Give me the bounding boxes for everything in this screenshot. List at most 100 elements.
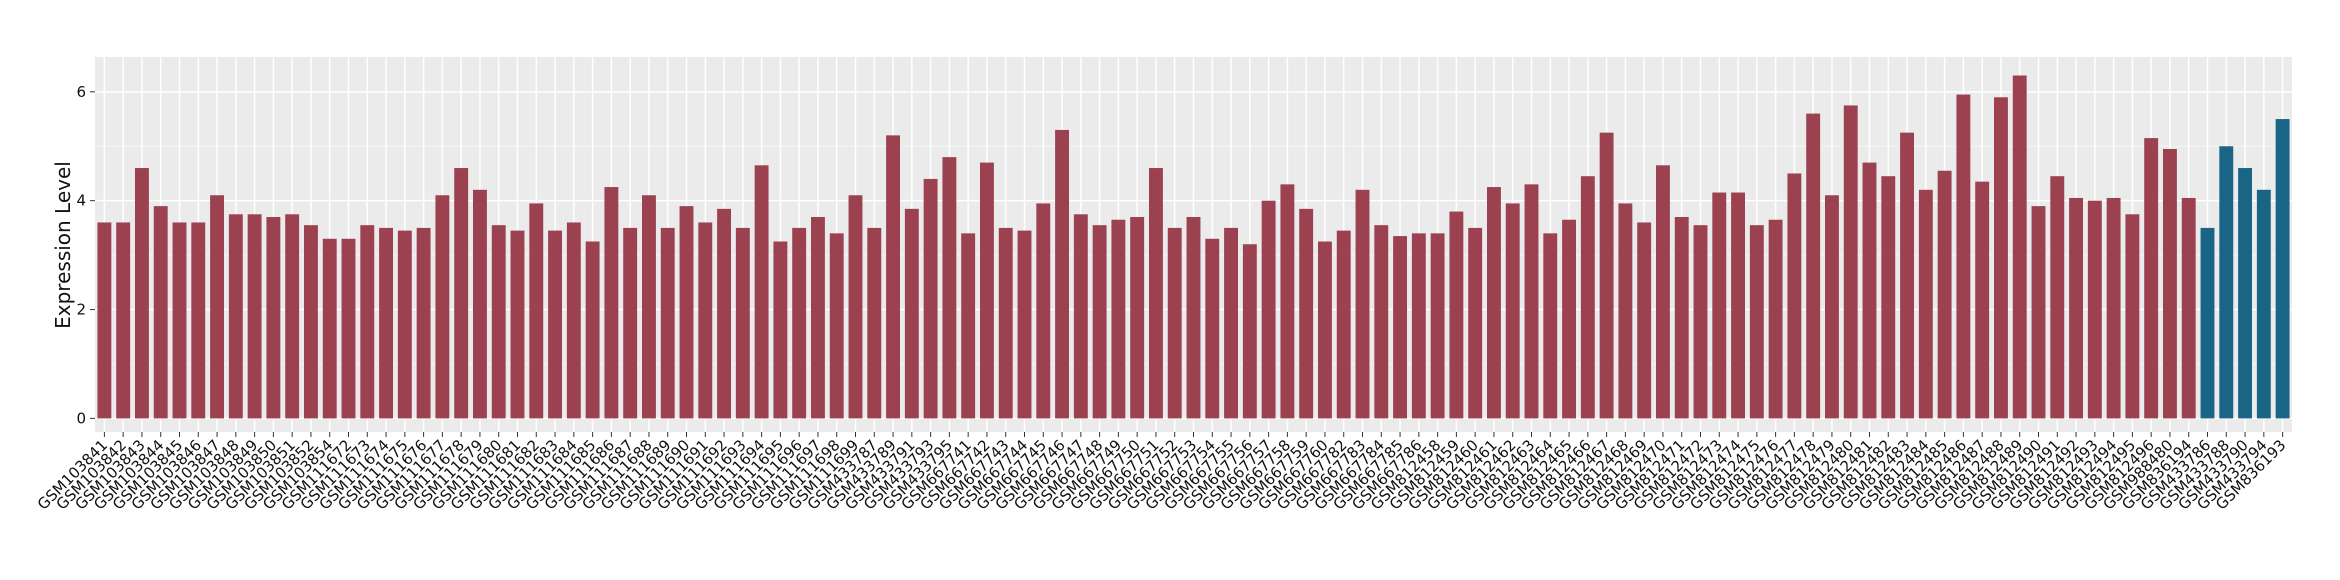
bar <box>923 178 938 419</box>
bar <box>116 222 131 419</box>
bar <box>228 214 243 419</box>
bar <box>942 157 957 419</box>
bar <box>1524 184 1539 419</box>
bar <box>1299 208 1314 419</box>
bar <box>641 195 656 419</box>
bar <box>134 168 149 419</box>
bar <box>97 222 112 419</box>
bar <box>1843 105 1858 419</box>
bar <box>1317 241 1332 419</box>
bar <box>1862 162 1877 419</box>
bar <box>2200 227 2215 419</box>
y-tick-label: 0 <box>76 409 86 427</box>
y-tick-label: 2 <box>76 301 86 319</box>
bar <box>153 206 168 419</box>
bar <box>1017 230 1032 419</box>
bar <box>2087 200 2102 419</box>
bar <box>454 168 469 419</box>
y-axis-label: Expression Level <box>51 161 75 329</box>
bar <box>379 227 394 419</box>
bar <box>360 225 375 419</box>
bar <box>848 195 863 419</box>
bar <box>2181 197 2196 419</box>
bar <box>435 195 450 419</box>
bar <box>548 230 563 419</box>
bar <box>2162 148 2177 419</box>
bar <box>2144 138 2159 419</box>
bar <box>191 222 206 419</box>
bar <box>1449 211 1464 419</box>
bar <box>1787 173 1802 419</box>
bar <box>1731 192 1746 419</box>
bar <box>829 233 844 419</box>
bar <box>1956 94 1971 419</box>
bar <box>1806 113 1821 419</box>
bar <box>1261 200 1276 419</box>
bar <box>792 227 807 419</box>
bar <box>1993 97 2008 419</box>
bar <box>2050 176 2065 419</box>
bar <box>1655 165 1670 419</box>
bar <box>1975 181 1990 419</box>
bar <box>904 208 919 419</box>
bar <box>285 214 300 419</box>
bar <box>1486 187 1501 419</box>
bar <box>566 222 581 419</box>
bar <box>773 241 788 419</box>
bar <box>2106 197 2121 419</box>
bar <box>810 217 825 419</box>
bar <box>1073 214 1088 419</box>
bar <box>1280 184 1295 419</box>
bar <box>1374 225 1389 419</box>
bar <box>2069 197 2084 419</box>
bar <box>266 217 281 419</box>
bar <box>1580 176 1595 419</box>
bar <box>1881 176 1896 419</box>
bar <box>416 227 431 419</box>
bar <box>1036 203 1051 419</box>
bar <box>1693 225 1708 419</box>
bar <box>660 227 675 419</box>
bar <box>961 233 976 419</box>
bar <box>1618 203 1633 419</box>
bar <box>1505 203 1520 419</box>
bar <box>867 227 882 419</box>
bar <box>698 222 713 419</box>
bar <box>623 227 638 419</box>
bar <box>585 241 600 419</box>
bar <box>1393 236 1408 419</box>
bar <box>2219 146 2234 419</box>
bar <box>1242 244 1257 419</box>
bar <box>754 165 769 419</box>
bar <box>886 135 901 419</box>
bar <box>510 230 525 419</box>
bar <box>2256 189 2271 419</box>
bar <box>1130 217 1145 419</box>
bar <box>679 206 694 419</box>
bar <box>1637 222 1652 419</box>
bar <box>1167 227 1182 419</box>
bar <box>604 187 619 419</box>
bar <box>1224 227 1239 419</box>
bar <box>1599 132 1614 419</box>
bar <box>1336 230 1351 419</box>
bar <box>1148 168 1163 419</box>
bar <box>1749 225 1764 419</box>
y-tick-label: 4 <box>76 192 86 210</box>
bar <box>735 227 750 419</box>
bar <box>1674 217 1689 419</box>
bar <box>2275 119 2290 419</box>
bar <box>1355 189 1370 419</box>
bar <box>1411 233 1426 419</box>
bar <box>1205 238 1220 419</box>
bar <box>397 230 412 419</box>
bar <box>2031 206 2046 419</box>
bar <box>1430 233 1445 419</box>
bar <box>1468 227 1483 419</box>
bar <box>1111 219 1126 419</box>
bar <box>1937 170 1952 419</box>
bar <box>979 162 994 419</box>
bar <box>2238 168 2253 419</box>
